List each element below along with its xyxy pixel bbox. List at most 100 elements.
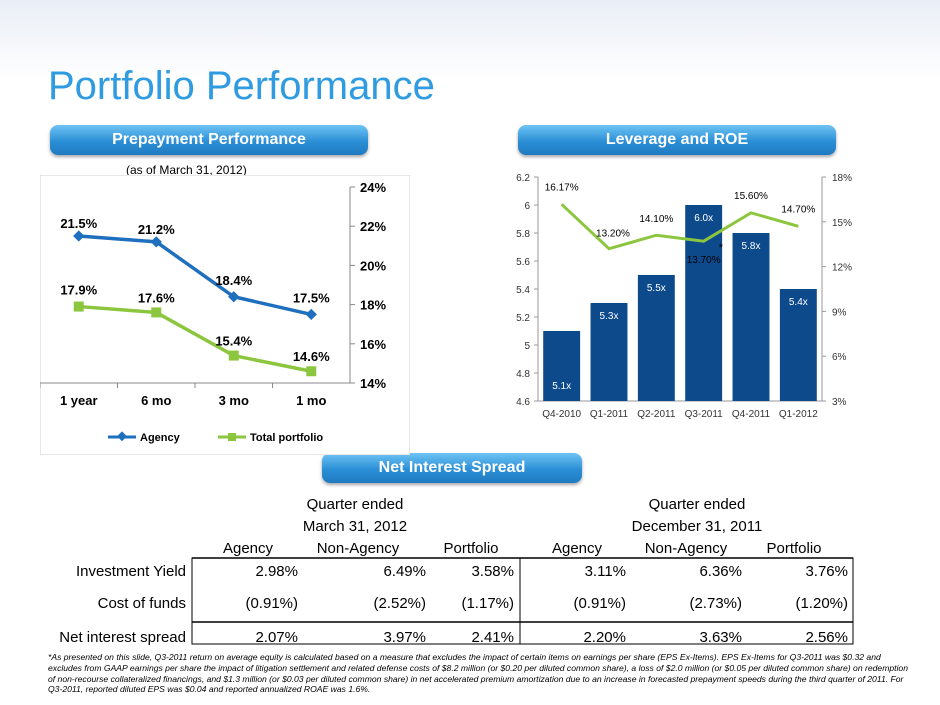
prepay-data-label: 17.9% xyxy=(60,283,97,298)
prepay-y-tick-label: 16% xyxy=(360,337,386,352)
lev-roe-label: 14.70% xyxy=(781,204,815,215)
lev-y-tick-label: 6 xyxy=(524,201,530,212)
spread-column-header: Non-Agency xyxy=(645,540,728,557)
lev-y2-tick-label: 9% xyxy=(832,307,847,318)
prepay-data-label: 18.4% xyxy=(215,273,252,288)
lev-y-tick-label: 6.2 xyxy=(516,173,530,184)
spread-cell: (0.91%) xyxy=(573,595,626,612)
prepay-series-line-agency xyxy=(78,234,312,317)
lev-x-tick-label: Q1-2012 xyxy=(779,409,818,420)
spread-cell: (1.20%) xyxy=(795,595,848,612)
section-header-prepayment: Prepayment Performance xyxy=(50,125,368,155)
lev-bar-label: 5.3x xyxy=(600,311,619,322)
spread-cell: 3.76% xyxy=(805,563,848,580)
spread-column-header: Agency xyxy=(223,540,274,557)
spread-row-label: Investment Yield xyxy=(76,563,186,580)
group1-header-line2: March 31, 2012 xyxy=(303,518,407,535)
lev-y-tick-label: 5.8 xyxy=(516,229,530,240)
lev-y2-tick-label: 12% xyxy=(832,263,852,274)
footnote: *As presented on this slide, Q3-2011 ret… xyxy=(48,652,908,695)
lev-x-tick-label: Q4-2010 xyxy=(542,409,581,420)
lev-y-tick-label: 5.2 xyxy=(516,313,530,324)
prepay-legend-marker xyxy=(228,433,236,441)
lev-roe-label: 13.70% xyxy=(687,255,721,266)
spread-cell: 2.07% xyxy=(255,629,298,646)
lev-bar-label: 6.0x xyxy=(694,213,713,224)
lev-bar-label: 5.5x xyxy=(647,283,666,294)
leverage-roe-chart: 4.6 4.8 5 5.2 5.4 5.6 5.8 6 6.2 3% 6% 9% 12% 15% 18% Q4… xyxy=(516,173,852,420)
lev-bar xyxy=(779,289,817,401)
spread-cell: 2.41% xyxy=(471,629,514,646)
lev-x-tick-label: Q2-2011 xyxy=(637,409,676,420)
prepay-point-total xyxy=(151,307,162,318)
prepay-legend-label: Total portfolio xyxy=(250,432,323,444)
spread-cell: 6.36% xyxy=(699,563,742,580)
spread-cell: 3.11% xyxy=(585,563,626,580)
prepay-x-tick-label: 3 mo xyxy=(219,393,249,408)
prepay-data-label: 15.4% xyxy=(215,334,252,349)
lev-bar xyxy=(685,205,723,401)
lev-bar-label: 5.4x xyxy=(789,297,808,308)
lev-bar xyxy=(637,275,675,401)
spread-cell: 3.63% xyxy=(699,629,742,646)
lev-x-tick-label: Q3-2011 xyxy=(685,409,724,420)
lev-roe-label: 13.20% xyxy=(596,229,630,240)
spread-cell: 3.58% xyxy=(471,563,514,580)
spread-cell: (2.73%) xyxy=(689,595,742,612)
lev-x-tick-label: Q1-2011 xyxy=(590,409,629,420)
spread-row-label: Net interest spread xyxy=(59,629,186,646)
prepay-y-tick-label: 22% xyxy=(360,219,386,234)
lev-y-tick-label: 5.6 xyxy=(516,257,530,268)
lev-roe-label: 14.10% xyxy=(639,214,673,225)
spread-cell: 6.49% xyxy=(383,563,426,580)
lev-y-tick-label: 4.6 xyxy=(516,397,530,408)
prepay-legend-marker xyxy=(117,431,127,442)
prepay-point-total xyxy=(306,366,317,377)
group2-header-line2: December 31, 2011 xyxy=(632,518,763,535)
spread-cell: 2.56% xyxy=(805,629,848,646)
lev-roe-line xyxy=(560,203,799,251)
lev-q3-footnote-marker: * xyxy=(719,242,724,254)
lev-bar xyxy=(732,233,770,401)
lev-y-tick-label: 4.8 xyxy=(516,369,530,380)
prepay-data-label: 17.5% xyxy=(293,290,330,305)
prepay-y-tick-label: 20% xyxy=(360,258,386,273)
spread-column-header: Portfolio xyxy=(766,540,821,557)
lev-y-tick-label: 5 xyxy=(524,341,530,352)
prepay-data-label: 21.2% xyxy=(138,222,175,237)
prepay-as-of-note: (as of March 31, 2012) xyxy=(126,163,247,177)
prepay-x-tick-label: 1 mo xyxy=(296,393,326,408)
lev-y2-tick-label: 3% xyxy=(832,397,847,408)
prepay-y-tick-label: 18% xyxy=(360,298,386,313)
prepay-y-tick-label: 24% xyxy=(360,180,386,195)
prepay-data-label: 14.6% xyxy=(293,349,330,364)
prepay-y-tick-label: 14% xyxy=(360,376,386,391)
net-interest-spread-table: Quarter ended March 31, 2012 Quarter end… xyxy=(59,496,854,646)
lev-y2-tick-label: 15% xyxy=(832,218,852,229)
spread-cell: (0.91%) xyxy=(245,595,298,612)
prepay-data-label: 21.5% xyxy=(60,216,97,231)
spread-column-header: Non-Agency xyxy=(317,540,400,557)
lev-y2-tick-label: 6% xyxy=(832,352,847,363)
prepay-data-label: 17.6% xyxy=(138,290,175,305)
page-title: Portfolio Performance xyxy=(48,64,435,108)
lev-y2-tick-label: 18% xyxy=(832,173,852,184)
section-header-spread: Net Interest Spread xyxy=(322,453,582,483)
prepayment-chart: 14% 16% 18% 20% 22% 24% 1 year 6 mo 3 mo 1 mo 21… xyxy=(40,175,410,455)
lev-bar xyxy=(543,331,581,401)
section-header-leverage: Leverage and ROE xyxy=(518,125,836,155)
prepay-legend-label: Agency xyxy=(140,432,181,444)
header-band xyxy=(0,0,940,80)
lev-bar-label: 5.8x xyxy=(742,241,761,252)
spread-cell: 2.98% xyxy=(255,563,298,580)
prepay-point-total xyxy=(228,350,239,361)
prepay-point-total xyxy=(73,301,84,312)
group2-header-line1: Quarter ended xyxy=(649,496,746,513)
spread-cell: 3.97% xyxy=(383,629,426,646)
lev-bar xyxy=(590,303,628,401)
prepay-series-line-total xyxy=(78,304,312,373)
lev-roe-label: 16.17% xyxy=(545,182,579,193)
spread-column-header: Agency xyxy=(552,540,603,557)
spread-column-header: Portfolio xyxy=(443,540,498,557)
prepay-point-agency xyxy=(305,308,317,321)
